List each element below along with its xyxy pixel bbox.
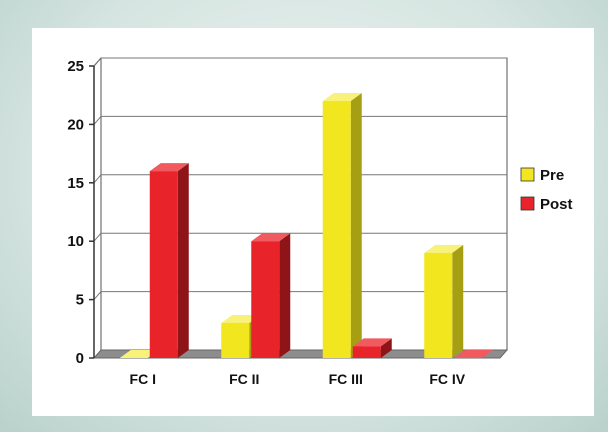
bar-post-fc-ii	[251, 233, 291, 358]
bar-post-fc-iii	[352, 338, 392, 358]
legend-label: Post	[540, 196, 573, 213]
legend-swatch	[520, 196, 535, 211]
y-axis: 0 5 10 15 20 25	[67, 58, 95, 367]
gridlines	[93, 57, 507, 300]
legend-item-pre: Pre	[520, 167, 564, 184]
x-tick-label: FC III	[329, 371, 363, 387]
y-tick-label: 0	[76, 350, 84, 367]
bar-post-fc-i	[149, 163, 189, 358]
x-tick-label: FC II	[229, 371, 259, 387]
y-tick-label: 25	[67, 58, 84, 75]
bars	[119, 93, 494, 358]
bar-chart: 0 5 10 15 20 25 FC I FC II FC III FC IV Pre Post	[67, 57, 573, 387]
legend: Pre Post	[520, 167, 573, 213]
y-tick-label: 5	[76, 292, 84, 309]
x-tick-label: FC I	[130, 371, 156, 387]
legend-item-post: Post	[520, 196, 573, 213]
gridline	[93, 57, 507, 67]
chart-frame: 0 5 10 15 20 25 FC I FC II FC III FC IV Pre Post	[32, 28, 594, 416]
legend-label: Pre	[540, 167, 564, 184]
bar-pre-fc-iii	[322, 93, 362, 358]
y-tick-label: 20	[67, 116, 84, 133]
x-axis: FC I FC II FC III FC IV	[130, 371, 466, 387]
x-tick-label: FC IV	[429, 371, 465, 387]
bar-pre-fc-iv	[424, 244, 464, 358]
bar-pre-fc-i	[119, 350, 159, 358]
gridline	[93, 115, 507, 125]
legend-swatch	[520, 167, 535, 182]
y-tick-label: 15	[67, 175, 84, 192]
y-tick-label: 10	[67, 233, 84, 250]
bar-post-fc-iv	[454, 350, 494, 358]
